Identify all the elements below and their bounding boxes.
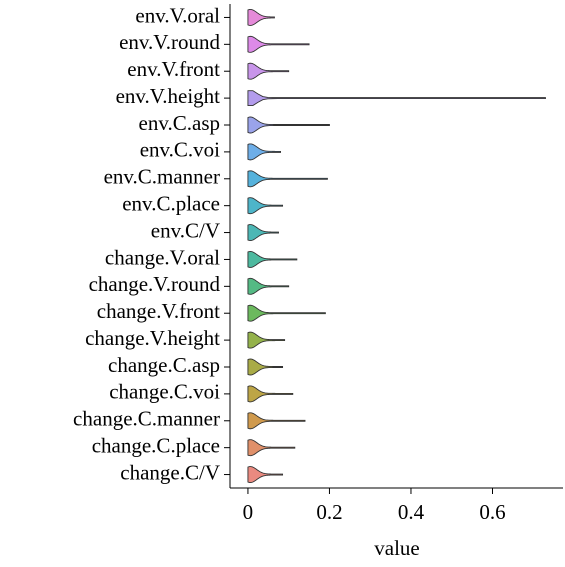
violin [247,358,284,376]
y-tick-label: env.C/V [151,218,220,242]
y-tick-label: env.C.asp [139,111,220,135]
y-tick-label: env.C.manner [104,165,220,189]
violin [247,385,294,403]
y-tick-label: env.V.round [119,30,220,54]
x-tick-label: 0.4 [398,500,425,524]
violin [247,224,279,242]
violin [247,90,546,107]
y-tick-label: env.C.voi [140,138,220,162]
violin [247,35,310,53]
violin [247,143,281,161]
x-tick-label: 0.2 [316,500,342,524]
y-tick-label: change.V.round [89,272,221,296]
y-tick-label: change.V.oral [105,245,220,269]
y-tick-label: change.V.front [97,299,220,323]
y-tick-label: change.C.asp [108,353,220,377]
violin [247,331,286,349]
y-tick-label: env.V.height [116,84,221,108]
violin [247,466,284,484]
x-tick-label: 0.6 [479,500,505,524]
y-tick-label: change.C.manner [73,407,220,431]
violin [247,197,284,215]
y-tick-label: change.C/V [120,460,220,484]
y-tick-label: env.C.place [122,191,220,215]
x-tick-label: 0 [243,500,254,524]
x-axis-label: value [374,536,419,560]
y-tick-label: change.C.place [92,433,220,457]
violin [247,170,328,188]
violin [247,62,290,80]
violin [247,412,306,430]
y-tick-label: change.V.height [85,326,220,350]
violin [247,277,290,295]
violin [247,116,330,134]
violin [247,250,298,268]
violin [247,439,296,457]
y-tick-label: env.V.front [127,57,220,81]
violin [247,9,275,26]
y-tick-label: env.V.oral [135,3,220,27]
y-tick-label: change.C.voi [109,380,220,404]
violin [247,304,326,322]
